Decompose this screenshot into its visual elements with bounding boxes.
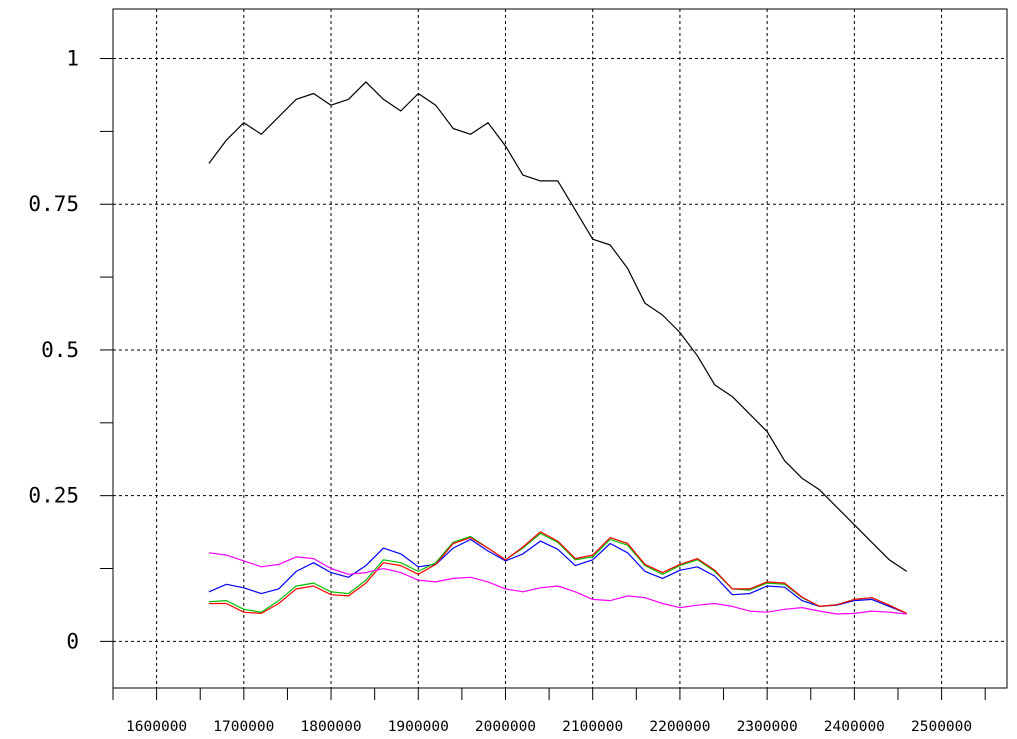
- y-tick-label: 1: [66, 47, 79, 71]
- y-tick-label: 0.75: [28, 192, 79, 216]
- x-tick-label: 2100000: [562, 719, 623, 735]
- x-tick-label: 1800000: [300, 719, 361, 735]
- series-group: [208, 81, 908, 615]
- y-axis: 0 0.25 0.5 0.75 1: [28, 47, 113, 653]
- x-axis: 1600000 1700000 1800000 1900000 2000000 21000…: [112, 688, 986, 735]
- x-tick-label: 2500000: [911, 719, 972, 735]
- x-tick-label: 2400000: [824, 719, 885, 735]
- x-tick-label: 1900000: [388, 719, 449, 735]
- x-tick-label: 2300000: [737, 719, 798, 735]
- x-tick-label: 2000000: [475, 719, 536, 735]
- y-tick-label: 0: [66, 629, 79, 653]
- y-tick-label: 0.25: [28, 484, 79, 508]
- x-tick-label: 2200000: [649, 719, 710, 735]
- plot-frame: [112, 8, 1008, 689]
- x-tick-label: 1600000: [126, 719, 187, 735]
- x-tick-label: 1700000: [213, 719, 274, 735]
- series-line-5: [208, 552, 907, 615]
- y-tick-label: 0.5: [41, 338, 79, 362]
- series-line-1: [208, 81, 908, 572]
- series-line-4: [208, 531, 907, 615]
- series-line-3: [208, 532, 907, 614]
- series-line-2: [208, 538, 907, 614]
